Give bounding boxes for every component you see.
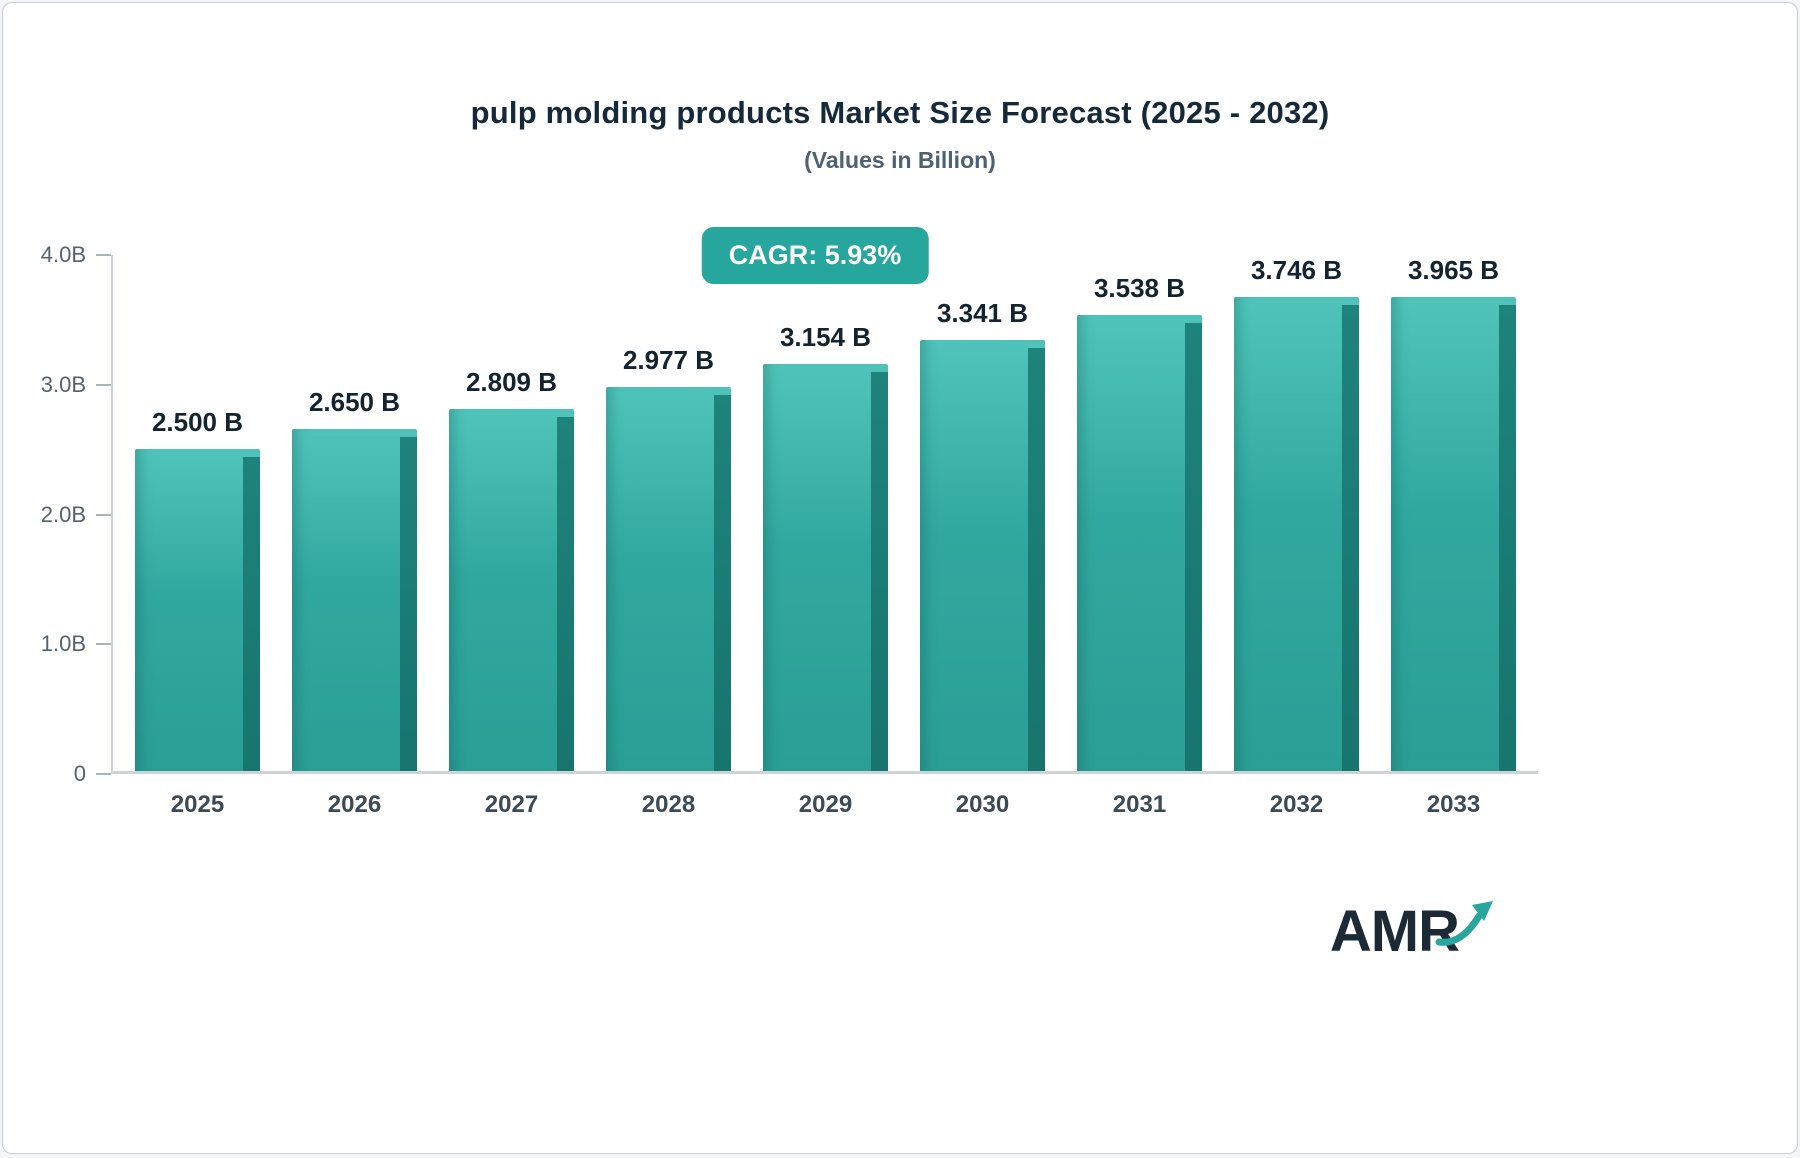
x-axis-label-2027: 2027 [484, 791, 539, 818]
bar-value-label-2025: 2.500 B [151, 406, 244, 437]
bar-group-2032: 3.746 B [1218, 255, 1375, 771]
chart-title: pulp molding products Market Size Foreca… [470, 95, 1330, 130]
x-axis-label-2032: 2032 [1269, 791, 1324, 818]
bar-2033 [1391, 297, 1516, 771]
x-axis-label-2031: 2031 [1112, 791, 1167, 818]
y-tick-mark [96, 773, 111, 775]
x-axis-label-2030: 2030 [955, 791, 1010, 818]
bar-group-2030: 3.341 B [904, 255, 1061, 771]
bar-value-label-2026: 2.650 B [308, 387, 401, 418]
bar-side-shade [1027, 348, 1045, 771]
y-axis: 4.0B 3.0B 2.0B 1.0B 0 [33, 242, 111, 786]
bar-value-label-2030: 3.341 B [936, 298, 1029, 329]
bar-side-shade [1184, 322, 1202, 771]
chart-subtitle: (Values in Billion) [804, 147, 996, 173]
bar-value-label-2029: 3.154 B [779, 322, 872, 353]
bar-group-2031: 3.538 B [1061, 255, 1218, 771]
bar-group-2027: 2.809 B [433, 255, 590, 771]
x-axis-label-2033: 2033 [1426, 791, 1481, 818]
bar-2029 [763, 364, 888, 771]
y-tick-4.0B: 4.0B [41, 242, 111, 268]
brand-logo: AMR [1330, 898, 1497, 965]
y-tick-label: 4.0B [40, 242, 86, 267]
y-tick-mark [96, 643, 111, 646]
bar-value-label-2028: 2.977 B [622, 344, 715, 375]
bar-side-shade [1341, 305, 1359, 771]
bar-group-2029: 3.154 B [747, 255, 904, 771]
bar-2025 [135, 448, 260, 771]
bar-2032 [1234, 297, 1359, 771]
y-tick-mark [96, 383, 111, 386]
bar-2026 [292, 429, 417, 771]
bar-side-shade [556, 416, 574, 771]
x-axis-label-2026: 2026 [327, 791, 382, 818]
bar-group-2033: 3.965 B [1375, 255, 1532, 771]
plot-area: 2.500 B 2.650 B 2.809 B 2.977 B 3.154 B 3.341… [111, 255, 1538, 774]
y-tick-label: 0 [73, 761, 86, 786]
y-tick-2.0B: 2.0B [41, 502, 111, 528]
bar-group-2025: 2.500 B [119, 255, 276, 771]
y-tick-label: 3.0B [40, 371, 86, 397]
bar-side-shade [242, 456, 260, 771]
bar-value-label-2027: 2.809 B [465, 366, 558, 397]
bar-side-shade [399, 437, 417, 771]
bar-side-shade [870, 372, 888, 771]
x-axis-label-2025: 2025 [170, 791, 225, 818]
cagr-badge: CAGR: 5.93% [701, 227, 929, 284]
x-axis-label-2028: 2028 [641, 791, 696, 818]
y-tick-1.0B: 1.0B [41, 631, 111, 657]
bar-2028 [606, 386, 731, 771]
bar-group-2026: 2.650 B [276, 255, 433, 771]
bar-group-2028: 2.977 B [590, 255, 747, 771]
y-tick-0: 0 [74, 761, 111, 787]
y-tick-3.0B: 3.0B [41, 372, 111, 398]
bar-value-label-2032: 3.746 B [1250, 255, 1343, 285]
y-tick-mark [96, 254, 111, 256]
trend-arrow-icon [1435, 900, 1497, 955]
bar-2031 [1077, 314, 1202, 771]
bar-side-shade [713, 394, 731, 771]
x-axis: 2025 2026 2027 2028 2029 2030 2031 2032 2033 [113, 791, 1538, 819]
brand-logo-text: AMR [1329, 899, 1460, 964]
x-axis-label-2029: 2029 [798, 791, 853, 818]
bar-value-label-2031: 3.538 B [1093, 272, 1186, 303]
bar-side-shade [1498, 305, 1516, 771]
y-tick-mark [96, 513, 111, 516]
bar-value-label-2033: 3.965 B [1407, 255, 1500, 285]
y-tick-label: 2.0B [40, 501, 86, 527]
bar-2030 [920, 340, 1045, 771]
bar-2027 [449, 408, 574, 771]
y-tick-label: 1.0B [40, 631, 86, 657]
